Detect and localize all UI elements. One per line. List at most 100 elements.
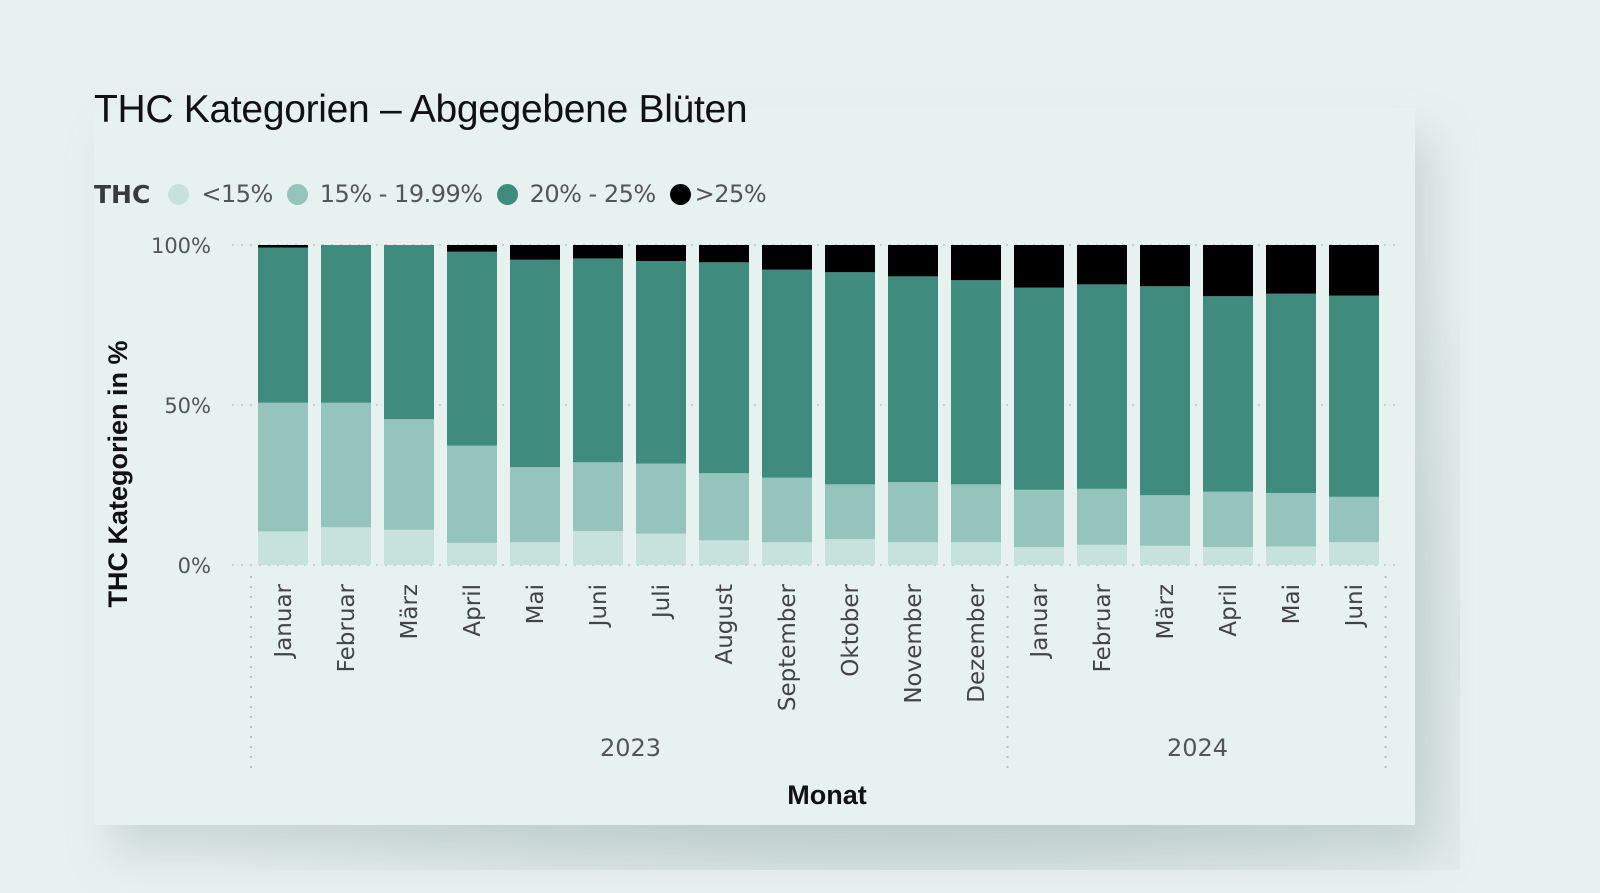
bar-segment-lt15[interactable] bbox=[1266, 546, 1316, 565]
x-axis-title: Monat bbox=[787, 780, 866, 810]
bar-segment-20-25[interactable] bbox=[258, 247, 308, 403]
bar-segment-gt25[interactable] bbox=[510, 245, 560, 260]
bar-segment-gt25[interactable] bbox=[1329, 245, 1379, 296]
legend-item-15-20[interactable]: 15% - 19.99% bbox=[286, 180, 483, 208]
bar-segment-15-20[interactable] bbox=[1077, 488, 1127, 545]
bar-segment-gt25[interactable] bbox=[1203, 245, 1253, 297]
legend-label: >25% bbox=[694, 180, 767, 208]
x-tick-label: Mai bbox=[523, 584, 549, 624]
bar-segment-gt25[interactable] bbox=[699, 245, 749, 263]
bar-segment-15-20[interactable] bbox=[258, 402, 308, 532]
bar-segment-15-20[interactable] bbox=[1329, 496, 1379, 543]
bars bbox=[258, 245, 1379, 565]
bar-segment-lt15[interactable] bbox=[258, 531, 308, 565]
x-tick-label: Mai bbox=[1279, 584, 1305, 624]
legend-label: <15% bbox=[201, 180, 273, 208]
x-tick-label: Januar bbox=[1027, 583, 1053, 659]
x-tick-label: Februar bbox=[1090, 583, 1116, 672]
x-tick-label: April bbox=[1216, 584, 1242, 637]
bar-segment-20-25[interactable] bbox=[1077, 284, 1127, 489]
y-axis-title: THC Kategorien in % bbox=[103, 340, 133, 607]
bar-segment-lt15[interactable] bbox=[636, 533, 686, 565]
bar-segment-lt15[interactable] bbox=[762, 542, 812, 565]
bar-segment-15-20[interactable] bbox=[888, 482, 938, 543]
bar-segment-20-25[interactable] bbox=[699, 262, 749, 474]
x-tick-label: Juni bbox=[1342, 584, 1368, 628]
bar-segment-lt15[interactable] bbox=[321, 527, 371, 565]
bar-segment-gt25[interactable] bbox=[1077, 245, 1127, 285]
x-tick-label: Dezember bbox=[964, 583, 990, 702]
bar-segment-15-20[interactable] bbox=[636, 463, 686, 534]
bar-segment-20-25[interactable] bbox=[951, 280, 1001, 485]
bar-segment-15-20[interactable] bbox=[384, 419, 434, 530]
bar-segment-gt25[interactable] bbox=[951, 245, 1001, 281]
bar-segment-20-25[interactable] bbox=[1329, 295, 1379, 497]
x-tick-label: Juni bbox=[586, 584, 612, 628]
bar-segment-20-25[interactable] bbox=[825, 272, 875, 485]
bar-segment-15-20[interactable] bbox=[1266, 493, 1316, 547]
bar-segment-gt25[interactable] bbox=[447, 245, 497, 252]
legend-item-20-25[interactable]: 20% - 25% bbox=[496, 180, 657, 208]
bar-segment-15-20[interactable] bbox=[1014, 489, 1064, 548]
bar-segment-gt25[interactable] bbox=[636, 245, 686, 261]
legend-dot-icon bbox=[496, 183, 518, 205]
bar-segment-20-25[interactable] bbox=[447, 251, 497, 446]
y-tick-label: 0% bbox=[178, 554, 211, 578]
bar-segment-15-20[interactable] bbox=[510, 467, 560, 543]
bar-segment-20-25[interactable] bbox=[573, 258, 623, 463]
bar-segment-20-25[interactable] bbox=[384, 245, 434, 420]
bar-segment-20-25[interactable] bbox=[888, 276, 938, 483]
bar-segment-lt15[interactable] bbox=[1203, 547, 1253, 565]
bar-segment-20-25[interactable] bbox=[321, 245, 371, 403]
bar-segment-15-20[interactable] bbox=[1203, 491, 1253, 548]
bar-segment-gt25[interactable] bbox=[1266, 245, 1316, 294]
x-tick-label: Juli bbox=[649, 584, 675, 620]
bar-segment-15-20[interactable] bbox=[573, 462, 623, 532]
bar-segment-15-20[interactable] bbox=[699, 473, 749, 541]
legend-label: 20% - 25% bbox=[529, 180, 657, 208]
bar-segment-lt15[interactable] bbox=[951, 542, 1001, 565]
bar-segment-15-20[interactable] bbox=[1140, 495, 1190, 546]
bar-segment-lt15[interactable] bbox=[573, 531, 623, 565]
bar-segment-lt15[interactable] bbox=[699, 540, 749, 565]
bar-segment-lt15[interactable] bbox=[825, 539, 875, 565]
bar-segment-lt15[interactable] bbox=[888, 542, 938, 565]
bar-segment-lt15[interactable] bbox=[1014, 547, 1064, 565]
bar-segment-15-20[interactable] bbox=[447, 445, 497, 543]
legend: THC <15% 15% - 19.99% 20% - 25% >25% bbox=[94, 177, 780, 211]
bar-segment-lt15[interactable] bbox=[447, 542, 497, 565]
x-tick-label: März bbox=[1153, 584, 1179, 639]
bar-segment-20-25[interactable] bbox=[1203, 296, 1253, 492]
bar-segment-15-20[interactable] bbox=[321, 402, 371, 528]
bar-segment-gt25[interactable] bbox=[825, 245, 875, 273]
x-tick-label: Oktober bbox=[838, 583, 864, 676]
bar-segment-lt15[interactable] bbox=[384, 529, 434, 565]
bar-segment-gt25[interactable] bbox=[1014, 245, 1064, 288]
legend-item-gt25[interactable]: >25% bbox=[669, 180, 767, 208]
x-tick-label: Februar bbox=[334, 583, 360, 672]
bar-segment-gt25[interactable] bbox=[888, 245, 938, 277]
bar-segment-lt15[interactable] bbox=[1140, 545, 1190, 565]
bar-segment-20-25[interactable] bbox=[1140, 286, 1190, 496]
bar-segment-20-25[interactable] bbox=[510, 259, 560, 468]
bar-segment-gt25[interactable] bbox=[1140, 245, 1190, 287]
year-label: 2023 bbox=[600, 734, 661, 762]
bar-segment-gt25[interactable] bbox=[258, 245, 308, 248]
y-axis-ticks: 0% 50% 100% bbox=[151, 234, 211, 578]
bar-segment-15-20[interactable] bbox=[951, 484, 1001, 543]
bar-segment-15-20[interactable] bbox=[762, 477, 812, 543]
bar-segment-20-25[interactable] bbox=[1014, 287, 1064, 490]
bar-segment-lt15[interactable] bbox=[510, 542, 560, 565]
bar-segment-gt25[interactable] bbox=[573, 245, 623, 259]
bar-segment-gt25[interactable] bbox=[762, 245, 812, 270]
legend-item-lt15[interactable]: <15% bbox=[168, 180, 273, 208]
bar-segment-lt15[interactable] bbox=[1329, 542, 1379, 565]
y-tick-label: 50% bbox=[164, 394, 211, 418]
bar-segment-20-25[interactable] bbox=[636, 261, 686, 464]
bar-segment-20-25[interactable] bbox=[762, 269, 812, 478]
bar-segment-20-25[interactable] bbox=[1266, 293, 1316, 493]
x-tick-label: September bbox=[775, 583, 801, 711]
bar-segment-15-20[interactable] bbox=[825, 484, 875, 540]
bar-segment-lt15[interactable] bbox=[1077, 544, 1127, 565]
